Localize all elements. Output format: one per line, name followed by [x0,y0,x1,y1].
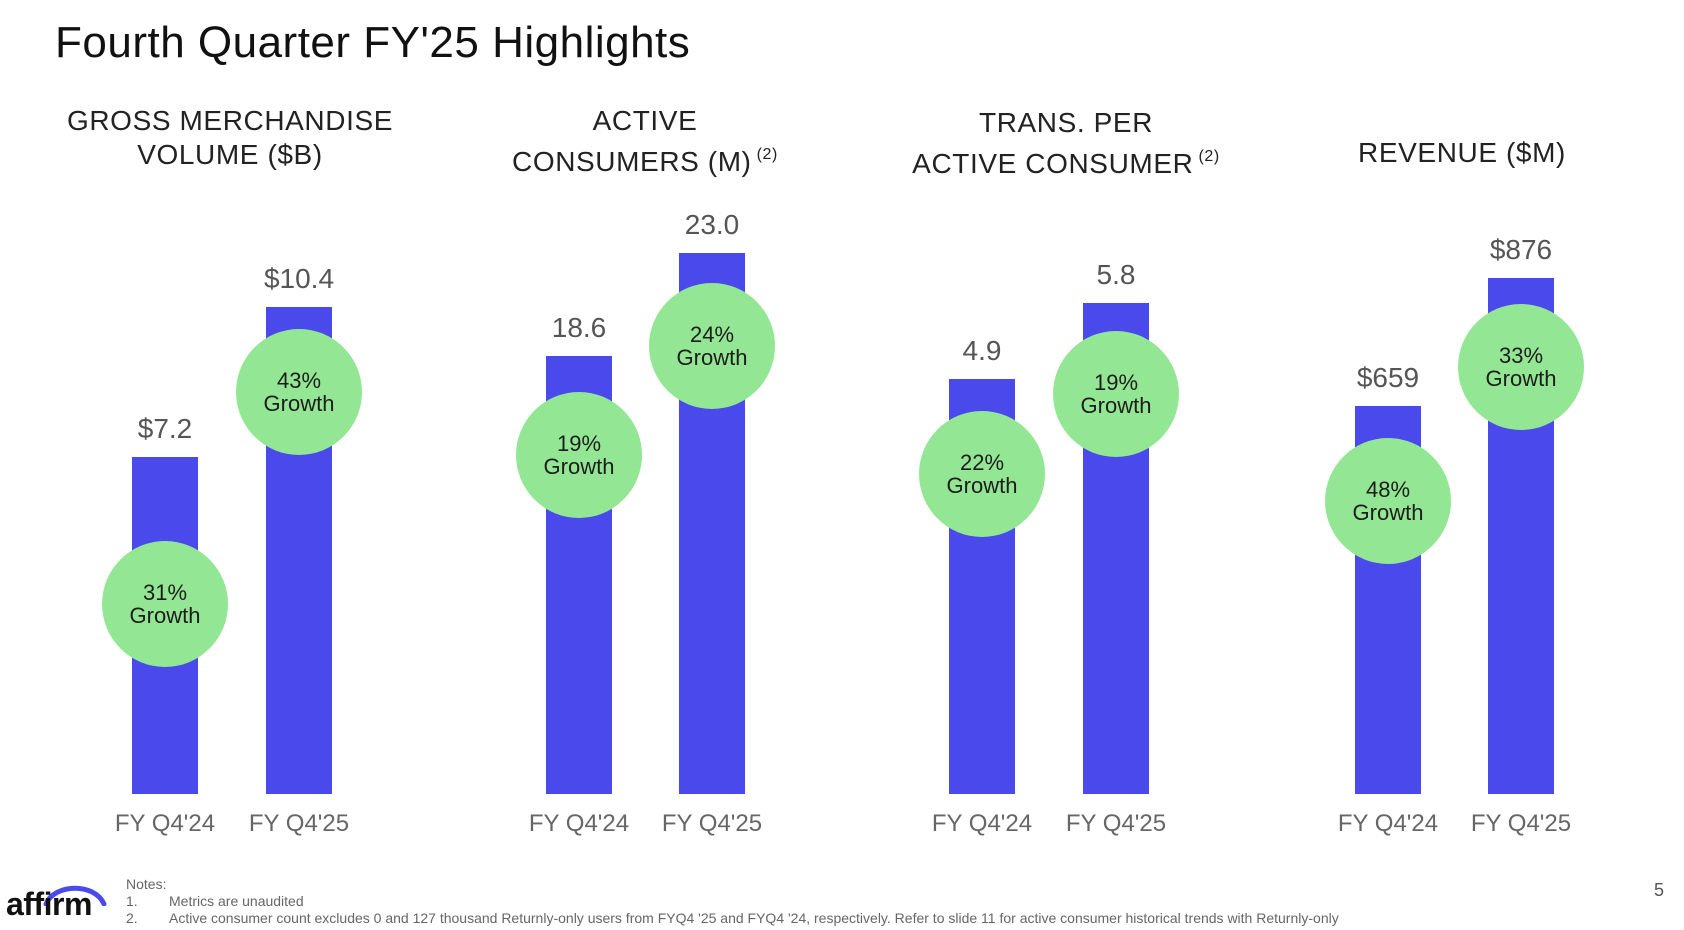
growth-word: Growth [676,345,748,370]
growth-percent: 33% [1498,343,1544,368]
growth-badge: 22% Growth [919,411,1045,538]
note-number: 2. [126,910,138,926]
x-tick-label: FY Q4'24 [1337,810,1439,837]
logo-arc-icon [43,885,107,906]
growth-badge: 19% Growth [516,392,642,519]
growth-percent: 22% [959,450,1005,476]
x-tick-label: FY Q4'25 [248,810,350,837]
logo-text: affirm [6,886,92,922]
note-number: 1. [126,893,138,909]
chart-title: GROSS MERCHANDISE VOLUME ($B) [20,104,440,172]
bar-value-label: $10.4 [263,263,335,294]
x-tick-label: FY Q4'25 [1470,810,1572,837]
growth-percent: 48% [1365,476,1411,502]
bar-value-label: 5.8 [1096,259,1136,290]
x-tick-label: FY Q4'25 [661,810,763,837]
growth-badge: 43% Growth [236,329,362,455]
footnotes: Notes: 1. Metrics are unaudited 2. Activ… [126,876,1339,927]
chart-title-line: REVENUE ($M) [1358,137,1566,168]
growth-word: Growth [1080,393,1152,418]
chart-title-line: ACTIVE [592,105,698,136]
growth-word: Growth [129,602,201,628]
growth-percent: 19% [556,431,602,457]
chart-title: REVENUE ($M) [1252,136,1672,170]
chart-title-line: CONSUMERS (M) (2) [512,146,778,177]
chart-title-line: GROSS MERCHANDISE [66,105,394,136]
note-item: 1. Metrics are unaudited [126,893,1339,910]
chart-title-line: ACTIVE CONSUMER (2) [912,148,1220,179]
x-tick-label: FY Q4'24 [528,810,630,837]
growth-percent: 24% [689,322,735,347]
growth-badge: 24% Growth [649,283,775,409]
notes-heading: Notes: [126,876,167,892]
growth-badge: 48% Growth [1325,437,1451,564]
footnote-marker: (2) [1193,148,1220,165]
note-text: Active consumer count excludes 0 and 127… [169,910,1339,926]
chart-title-line: VOLUME ($B) [137,139,323,170]
growth-badge: 31% Growth [102,540,228,667]
note-text: Metrics are unaudited [169,893,304,909]
x-tick-label: FY Q4'24 [931,810,1033,837]
bar-value-label: $876 [1489,234,1553,265]
chart-title-line: TRANS. PER [978,107,1154,138]
x-tick-label: FY Q4'25 [1065,810,1167,837]
bar-value-label: 4.9 [962,335,1002,367]
footnote-marker: (2) [751,146,778,163]
growth-percent: 19% [1093,370,1139,395]
growth-word: Growth [1485,366,1557,391]
growth-word: Growth [263,391,335,416]
chart-title: ACTIVE CONSUMERS (M) (2) [435,104,855,179]
bar-value-label: $7.2 [137,412,193,444]
bar-value-label: 23.0 [684,209,740,240]
x-tick-label: FY Q4'24 [114,810,216,837]
growth-word: Growth [1352,499,1424,525]
note-item: 2. Active consumer count excludes 0 and … [126,910,1339,927]
page-number: 5 [1653,880,1664,900]
growth-word: Growth [543,454,615,480]
chart-title: TRANS. PER ACTIVE CONSUMER (2) [856,106,1276,181]
growth-percent: 31% [142,579,188,605]
bar-value-label: 18.6 [551,312,607,344]
growth-badge: 19% Growth [1053,331,1179,457]
page-title: Fourth Quarter FY'25 Highlights [55,18,691,67]
growth-word: Growth [946,473,1018,499]
growth-percent: 43% [276,368,322,393]
growth-badge: 33% Growth [1458,304,1584,430]
bar-value-label: $659 [1356,361,1420,393]
